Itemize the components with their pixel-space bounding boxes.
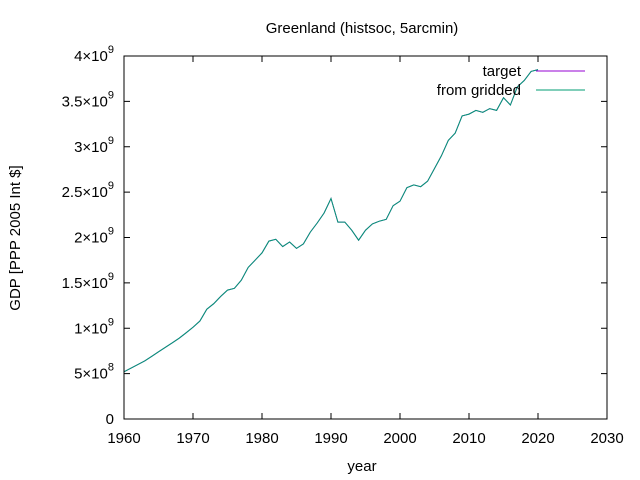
x-tick-label: 2010 [452,430,485,447]
y-tick-exponent: 8 [108,362,114,374]
plot-frame [123,55,608,420]
series-layer [123,69,539,373]
x-tick-label: 2030 [590,430,623,447]
legend-label: from gridded [437,82,521,99]
x-tick-label: 1970 [176,430,209,447]
y-tick-mantissa: 1×10 [74,320,108,337]
x-tick-label: 1980 [245,430,278,447]
y-tick-label: 1.5×109 [62,271,114,292]
y-tick-label: 0 [106,411,114,428]
x-tick-label: 1960 [107,430,140,447]
y-tick-mantissa: 3.5×10 [62,93,108,110]
y-tick-exponent: 9 [108,89,114,101]
y-tick-label: 1×109 [74,316,114,337]
y-tick-label: 3×109 [74,135,114,156]
y-tick-mantissa: 2.5×10 [62,184,108,201]
x-tick-label: 2020 [521,430,554,447]
x-tick-label: 1990 [314,430,347,447]
x-tick-label: 2000 [383,430,416,447]
y-axis-label: GDP [PPP 2005 Int $] [7,165,24,310]
y-tick-exponent: 9 [108,316,114,328]
y-tick-label: 5×108 [74,362,114,383]
y-tick-mantissa: 0 [106,411,114,428]
y-tick-mantissa: 3×10 [74,139,108,156]
y-tick-exponent: 9 [108,135,114,147]
y-tick-exponent: 9 [108,180,114,192]
y-tick-label: 3.5×109 [62,89,114,110]
ticks-layer: 1960 1970 1980 1990 2000 2010 2020 2030 0 5×108 1×… [62,44,624,447]
y-tick-label: 2.5×109 [62,180,114,201]
y-tick-exponent: 9 [108,226,114,238]
y-tick-mantissa: 2×10 [74,230,108,247]
y-tick-exponent: 9 [108,271,114,283]
chart-title: Greenland (histsoc, 5arcmin) [266,20,459,37]
series-line-target [123,69,539,373]
y-tick-exponent: 9 [108,44,114,56]
y-tick-mantissa: 1.5×10 [62,275,108,292]
y-tick-mantissa: 5×10 [74,366,108,383]
y-tick-label: 4×109 [74,44,114,65]
legend-label: target [483,63,522,80]
y-tick-label: 2×109 [74,226,114,247]
x-axis-label: year [347,458,376,475]
y-tick-mantissa: 4×10 [74,48,108,65]
legend: target from gridded [437,63,585,99]
series-line-from-gridded [123,69,539,373]
